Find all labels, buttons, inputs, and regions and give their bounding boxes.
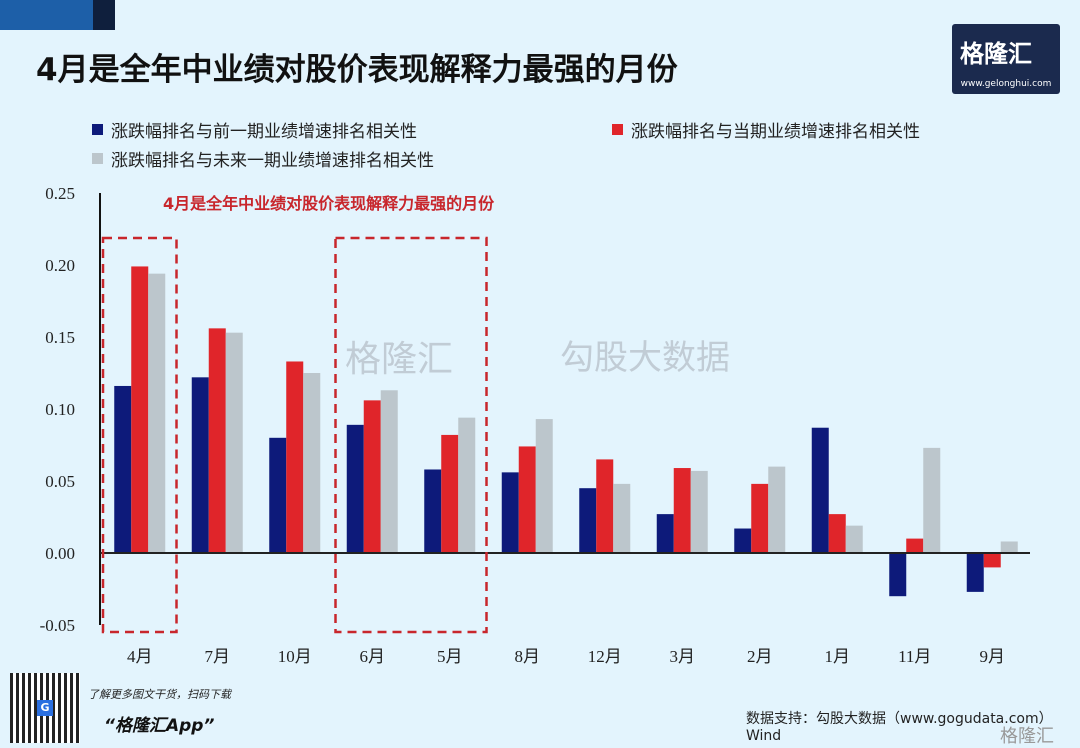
bar: [346, 424, 364, 553]
y-tick-label: 0.15: [45, 328, 75, 347]
watermark-gelonghui: 格隆汇: [345, 339, 454, 380]
bar: [613, 483, 631, 553]
logo-text: 格隆汇: [960, 40, 1032, 68]
bar: [535, 419, 553, 553]
legend-label: 涨跌幅排名与未来一期业绩增速排名相关性: [111, 151, 434, 171]
highlight-box: [334, 236, 488, 634]
app-name: “格隆汇App”: [104, 716, 215, 736]
bar: [966, 553, 984, 592]
legend-swatch: [92, 153, 103, 164]
bar: [845, 525, 863, 553]
page-title: 4月是全年中业绩对股价表现解释力最强的月份: [36, 52, 678, 88]
x-tick-label: 6月: [360, 647, 386, 666]
qr-code[interactable]: G: [10, 673, 80, 743]
bar: [131, 266, 149, 553]
x-tick-label: 10月: [278, 647, 312, 666]
y-tick-label: -0.05: [40, 616, 75, 635]
legend-item-current: 涨跌幅排名与当期业绩增速排名相关性: [612, 117, 920, 142]
data-source: 数据支持：勾股大数据（www.gogudata.com）Wind: [746, 711, 1053, 744]
x-tick-label: 12月: [588, 647, 622, 666]
legend-label: 涨跌幅排名与当期业绩增速排名相关性: [631, 122, 920, 142]
bar: [656, 514, 674, 553]
bar: [458, 417, 476, 553]
bar: [225, 332, 243, 553]
bar: [768, 466, 786, 553]
legend-item-next: 涨跌幅排名与未来一期业绩增速排名相关性: [92, 146, 434, 171]
bar: [579, 488, 597, 553]
bar: [923, 447, 941, 553]
bar: [889, 553, 907, 597]
x-tick-label: 5月: [437, 647, 463, 666]
bar: [303, 373, 321, 553]
bar: [518, 446, 536, 553]
x-tick-label: 7月: [205, 647, 231, 666]
scan-text: 了解更多图文干货，扫码下载: [88, 688, 231, 701]
header-accent-bar: [0, 0, 93, 30]
bar: [148, 273, 166, 553]
y-tick-label: 0.20: [45, 256, 75, 275]
bar: [690, 470, 708, 553]
bar: [269, 437, 287, 553]
gelonghui-logo: 格隆汇 www.gelonghui.com: [952, 24, 1060, 94]
legend-item-prev: 涨跌幅排名与前一期业绩增速排名相关性: [92, 117, 417, 142]
watermark-gogudata: 勾股大数据: [560, 338, 730, 378]
x-tick-label: 1月: [825, 647, 851, 666]
bar: [208, 328, 226, 553]
bar: [441, 434, 459, 553]
x-tick-label: 4月: [127, 647, 153, 666]
x-tick-label: 8月: [515, 647, 541, 666]
bar: [906, 538, 924, 553]
qr-logo-icon: G: [37, 700, 53, 716]
corner-logo: 格隆汇: [1000, 726, 1054, 747]
bar: [501, 472, 519, 553]
chart-annotation: 4月是全年中业绩对股价表现解释力最强的月份: [163, 194, 495, 213]
y-tick-label: 0.05: [45, 472, 75, 491]
y-tick-label: 0.00: [45, 544, 75, 563]
x-tick-label: 2月: [747, 647, 773, 666]
bar: [673, 468, 691, 553]
highlight-box: [101, 236, 178, 634]
x-tick-label: 9月: [980, 647, 1006, 666]
x-tick-label: 11月: [898, 647, 931, 666]
y-tick-label: 0.10: [45, 400, 75, 419]
bar: [811, 427, 829, 553]
bar: [424, 469, 442, 553]
bar: [734, 528, 752, 553]
bar: [1000, 541, 1018, 553]
bar: [286, 361, 304, 553]
x-tick-label: 3月: [670, 647, 696, 666]
bar: [363, 400, 381, 553]
legend-swatch: [612, 124, 623, 135]
bar: [983, 553, 1001, 568]
bar: [596, 459, 614, 553]
bar: [828, 514, 846, 553]
bar: [114, 385, 132, 553]
logo-url: www.gelonghui.com: [960, 79, 1052, 89]
y-tick-label: 0.25: [45, 184, 75, 203]
bar: [191, 377, 209, 553]
header-accent-bar-dark: [93, 0, 115, 30]
bar: [751, 483, 769, 553]
legend-swatch: [92, 124, 103, 135]
legend-label: 涨跌幅排名与前一期业绩增速排名相关性: [111, 122, 417, 142]
bar: [380, 390, 398, 553]
